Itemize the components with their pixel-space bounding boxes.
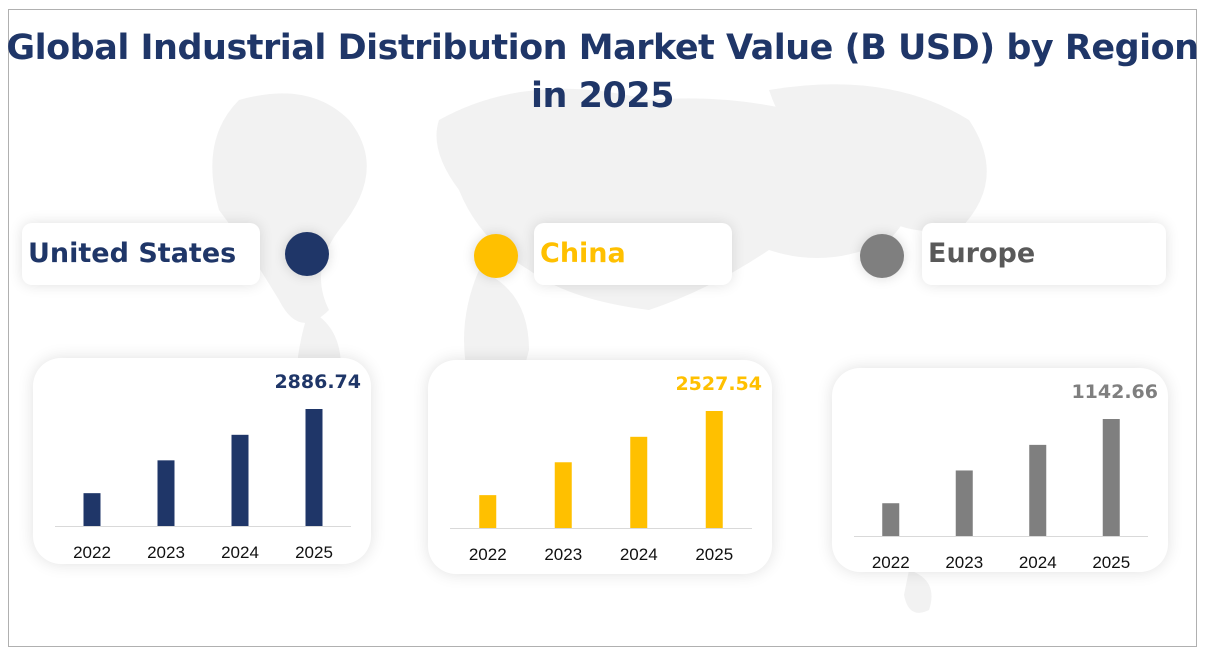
x-tick-label: 2025 [295,543,333,562]
region-label-europe: Europe [922,223,1166,285]
bar-2024 [630,436,648,528]
bar-2022 [83,493,101,526]
x-tick-label: 2023 [147,543,185,562]
data-label-2025: 2886.74 [274,371,361,393]
x-tick-label: 2022 [872,553,910,572]
bar-2023 [554,462,572,528]
region-marker-europe [860,234,904,278]
x-tick-label: 2023 [544,545,582,564]
region-label-china: China [534,223,732,285]
bar-chart-united-states: 2022 2023 2024 2025 2886.74 [33,358,371,564]
x-tick-label: 2024 [620,545,658,564]
bar-chart-europe: 2022 2023 2024 2025 1142.66 [832,368,1168,572]
x-tick-label: 2025 [1092,553,1130,572]
x-tick-label: 2022 [469,545,507,564]
bar-2023 [955,470,973,536]
bar-2025 [1102,419,1120,536]
region-marker-china [474,234,518,278]
x-tick-label: 2024 [1019,553,1057,572]
chart-title: Global Industrial Distribution Market Va… [6,28,1199,116]
bar-2024 [1029,444,1047,536]
data-label-2025: 1142.66 [1071,381,1158,403]
bar-2023 [157,460,175,526]
data-label-2025: 2527.54 [675,373,762,395]
region-marker-united-states [285,232,329,276]
bar-2025 [705,411,723,528]
bar-2022 [882,503,900,536]
x-tick-label: 2024 [221,543,259,562]
bar-2025 [305,409,323,526]
x-tick-label: 2022 [73,543,111,562]
bar-2022 [479,495,497,528]
bar-chart-china: 2022 2023 2024 2025 2527.54 [428,360,772,574]
x-tick-label: 2023 [945,553,983,572]
bar-2024 [231,434,249,526]
region-label-united-states: United States [22,223,260,285]
x-tick-label: 2025 [695,545,733,564]
